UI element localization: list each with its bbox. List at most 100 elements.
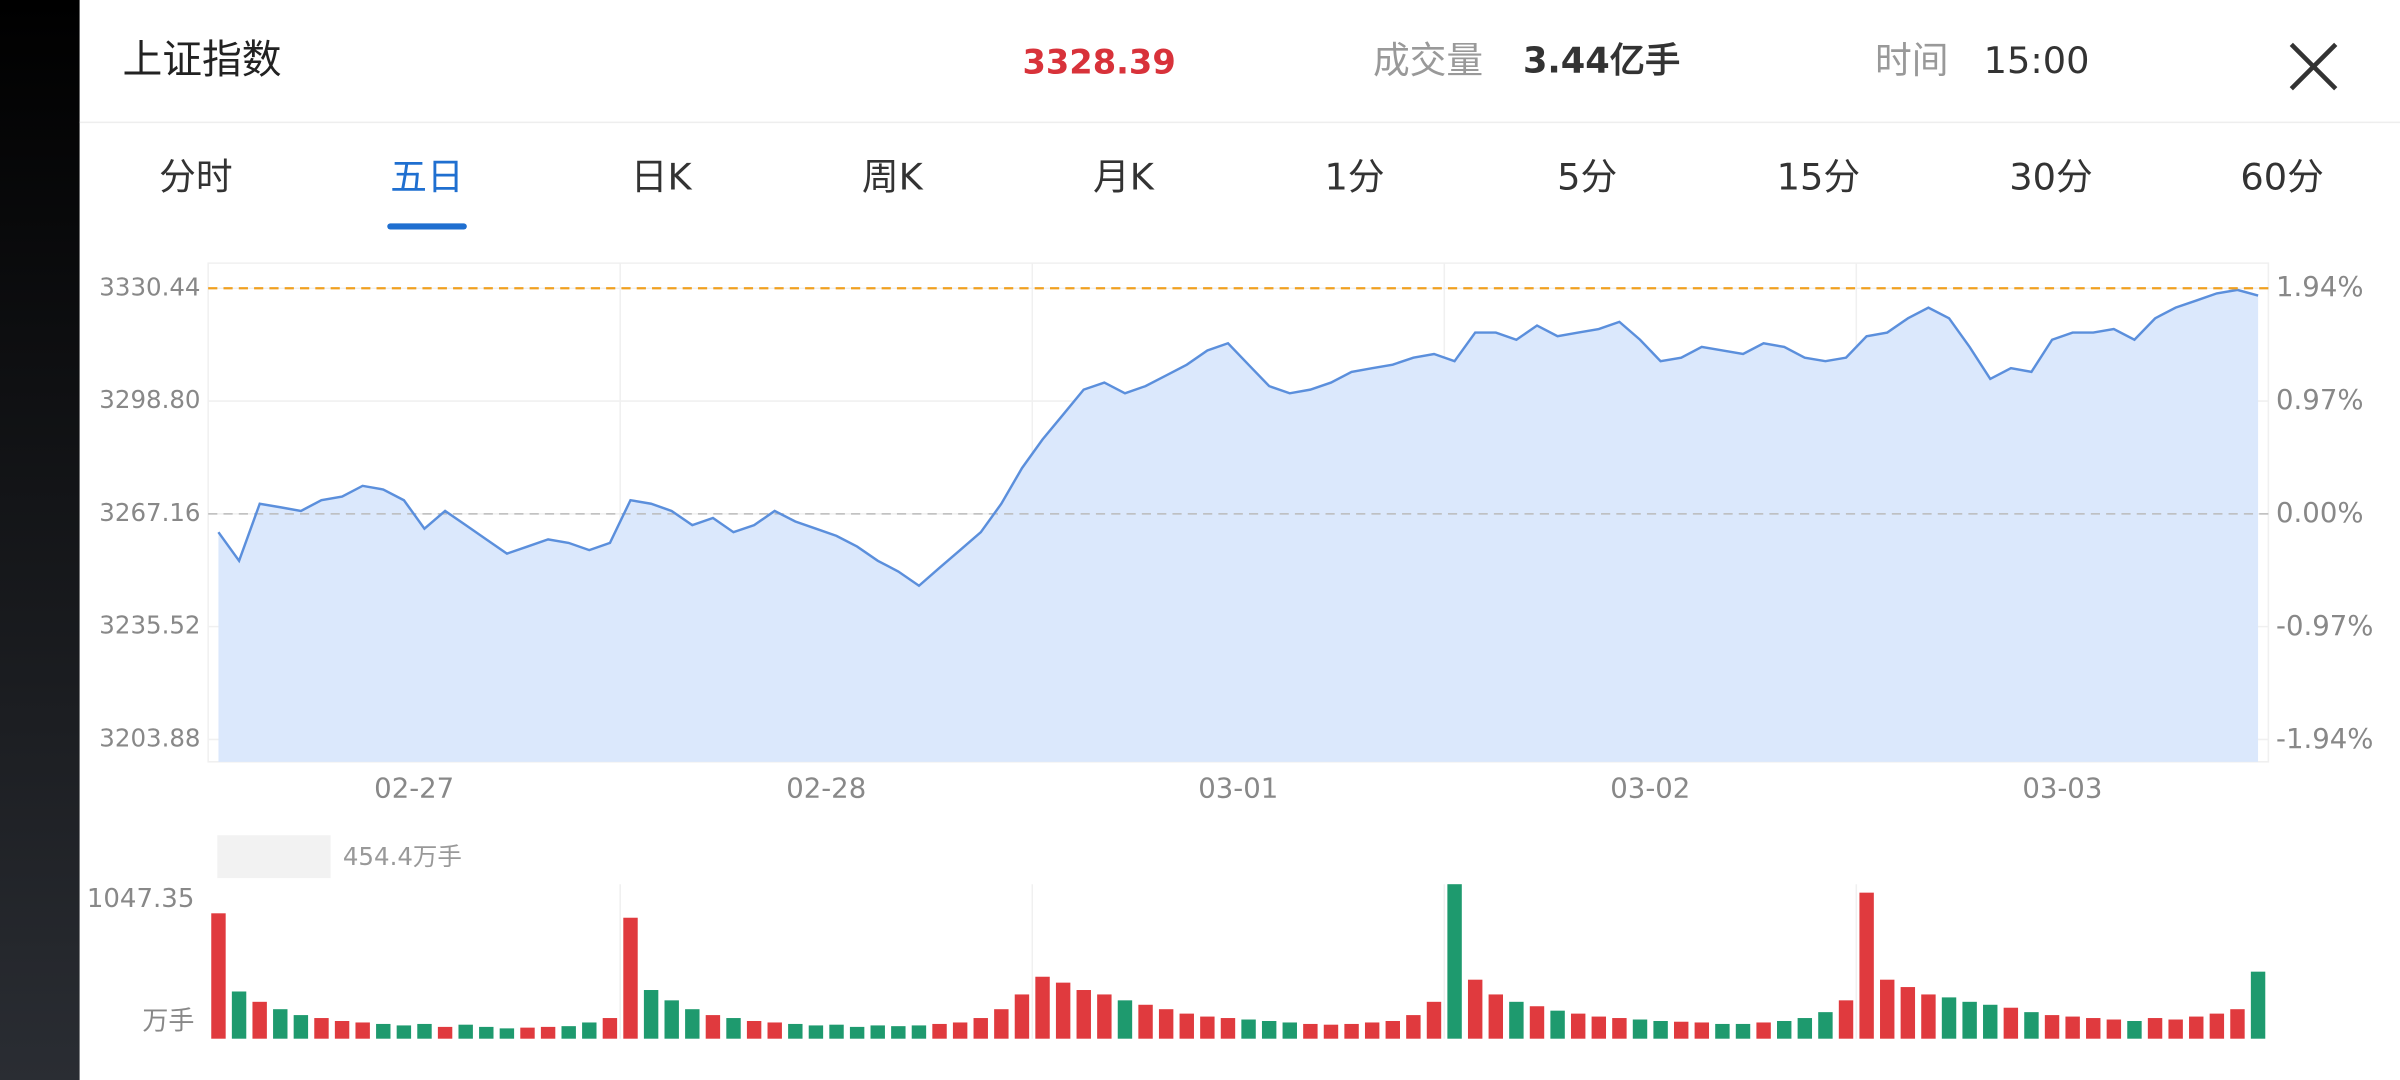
volume-bar	[1467, 979, 1483, 1039]
y2-tick-label: 0.97%	[2276, 384, 2363, 416]
y-tick-label: 3203.88	[99, 723, 200, 752]
volume-bar	[891, 1026, 906, 1039]
x-tick-label: 03-01	[1198, 772, 1278, 804]
tab[interactable]: 30分	[2009, 155, 2092, 198]
volume-bar	[623, 917, 638, 1039]
volume-bar	[1055, 982, 1071, 1039]
volume-title-bg	[217, 835, 331, 879]
volume-bar	[1323, 1024, 1339, 1039]
volume-bar	[417, 1023, 432, 1039]
tab[interactable]: 五日	[390, 155, 463, 198]
volume-bar	[2230, 1009, 2245, 1039]
volume-bar	[1591, 1016, 1607, 1039]
volume-bar	[520, 1027, 535, 1039]
price: 3328.39	[1022, 43, 1175, 82]
volume-bar	[314, 1018, 329, 1039]
volume-bar	[458, 1024, 473, 1039]
volume-bar	[1694, 1022, 1710, 1039]
volume-bar	[2065, 1016, 2080, 1039]
volume-bar	[1261, 1020, 1277, 1039]
volume-bar	[2250, 971, 2266, 1039]
y-tick-label: 3267.16	[99, 498, 200, 527]
volume-bar	[2209, 1013, 2225, 1039]
volume-bar	[1632, 1019, 1648, 1039]
volume-bar	[1158, 1009, 1174, 1039]
volume-bar	[2106, 1019, 2122, 1039]
volume-bar	[1014, 994, 1030, 1039]
volume-bar	[1385, 1020, 1400, 1039]
volume-bar	[2189, 1016, 2204, 1039]
tab[interactable]: 60分	[2240, 155, 2323, 198]
volume-bar	[767, 1022, 782, 1039]
volume-bar	[293, 1015, 309, 1039]
x-tick-label: 02-27	[374, 772, 454, 804]
volume-bar	[1900, 987, 1916, 1039]
volume-bar	[1344, 1023, 1359, 1039]
y-tick-label: 3235.52	[99, 611, 200, 640]
y2-tick-label: 0.00%	[2276, 497, 2363, 529]
volume-bar	[1035, 976, 1050, 1039]
tab[interactable]: 15分	[1777, 155, 1860, 198]
volume-bar	[1777, 1020, 1792, 1039]
volume-bar	[664, 1000, 679, 1039]
tab[interactable]: 日K	[631, 155, 693, 198]
volume-bar	[2044, 1015, 2060, 1039]
volume-bar	[479, 1026, 494, 1039]
side-strip	[0, 0, 80, 1080]
volume-bar	[705, 1015, 721, 1039]
tab[interactable]: 周K	[862, 155, 924, 198]
volume-bar	[1509, 1001, 1524, 1039]
x-tick-label: 03-03	[2022, 772, 2102, 804]
volume-bar	[1364, 1022, 1380, 1039]
volume-bar	[1962, 1001, 1977, 1039]
price-line	[217, 288, 2259, 588]
volume-bar	[2003, 1007, 2019, 1039]
volume-bar	[1673, 1021, 1689, 1039]
x-tick-label: 03-02	[1610, 772, 1690, 804]
y2-tick-label: 1.94%	[2276, 271, 2363, 303]
volume-bar	[334, 1020, 350, 1039]
volume-bar	[932, 1023, 947, 1039]
volume-bar	[973, 1018, 988, 1039]
price-area	[218, 289, 2259, 762]
volume-bar	[1653, 1020, 1668, 1039]
chart: 3330.44 3298.80 3267.16 3235.52 3203.88 1.94%…	[87, 262, 2373, 1039]
volume-bar	[396, 1025, 412, 1039]
tab[interactable]: 月K	[1093, 155, 1155, 198]
y-tick-label: 3330.44	[99, 272, 200, 301]
volume-bar	[911, 1025, 927, 1039]
volume-bar	[808, 1025, 824, 1039]
volume-bar	[2127, 1020, 2142, 1039]
volume-bar	[1426, 1001, 1442, 1039]
volume-bar	[273, 1009, 288, 1039]
volume-bar	[2024, 1012, 2039, 1039]
volume-bar	[1838, 1000, 1854, 1039]
tab[interactable]: 1分	[1325, 155, 1385, 198]
volume-bar	[1612, 1018, 1627, 1039]
volume-bar	[1076, 990, 1091, 1039]
volume-bar	[1880, 979, 1895, 1039]
volume-label: 成交量	[1373, 39, 1483, 82]
volume-bar	[685, 1009, 700, 1039]
volume-bar	[1447, 884, 1462, 1039]
y-unit: 万手	[142, 1006, 194, 1036]
tab[interactable]: 分时	[159, 155, 232, 198]
volume-bar	[1200, 1016, 1215, 1039]
volume-bar	[561, 1026, 576, 1039]
volume-bar	[1220, 1018, 1236, 1039]
volume-bar	[540, 1026, 556, 1039]
tab-underline	[387, 223, 467, 230]
volume-bar	[1138, 1004, 1153, 1039]
volume-bar	[1570, 1013, 1586, 1039]
volume-bar	[994, 1009, 1009, 1039]
tab[interactable]: 5分	[1557, 155, 1617, 198]
volume-bar	[1117, 1000, 1133, 1039]
volume-bar	[602, 1018, 618, 1039]
volume-bar	[376, 1023, 391, 1039]
volume-bar	[252, 1001, 267, 1039]
volume-bar	[1550, 1010, 1565, 1039]
volume-bar	[2168, 1019, 2183, 1039]
close-button[interactable]	[2289, 42, 2338, 91]
